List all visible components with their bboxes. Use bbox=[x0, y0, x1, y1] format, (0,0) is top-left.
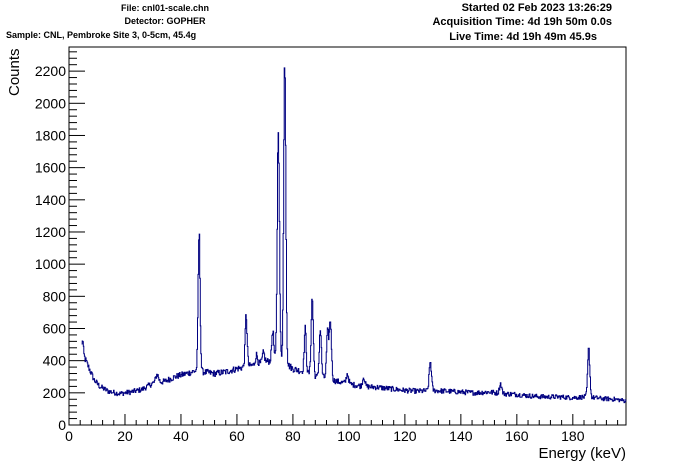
y-tick-label: 200 bbox=[43, 385, 67, 401]
x-tick-label: 80 bbox=[285, 428, 301, 444]
sample-label: Sample: CNL, Pembroke Site 3, 0-5cm, 45.… bbox=[6, 30, 197, 40]
y-tick-label: 2000 bbox=[35, 95, 66, 111]
plot-frame bbox=[68, 46, 627, 426]
y-tick-label: 1200 bbox=[35, 224, 66, 240]
acquisition-time-label: Acquisition Time: 4d 19h 50m 0.0s bbox=[432, 16, 612, 28]
y-tick-label: 400 bbox=[43, 353, 67, 369]
detector-label: Detector: GOPHER bbox=[124, 16, 206, 26]
spectrum-line bbox=[81, 67, 627, 404]
y-tick-label: 1000 bbox=[35, 256, 66, 272]
x-tick-label: 120 bbox=[393, 428, 417, 444]
y-tick-label: 1600 bbox=[35, 160, 66, 176]
tick-labels: 0 20 40 60 80 100 120 140 160 1800200400600800100… bbox=[35, 63, 585, 444]
x-tick-label: 180 bbox=[561, 428, 585, 444]
x-tick-label: 140 bbox=[449, 428, 473, 444]
start-time-label: Started 02 Feb 2023 13:26:29 bbox=[461, 2, 612, 14]
y-tick-label: 0 bbox=[58, 417, 66, 433]
x-tick-label: 0 bbox=[65, 428, 73, 444]
y-tick-label: 2200 bbox=[35, 63, 66, 79]
y-tick-label: 1800 bbox=[35, 127, 66, 143]
axis-ticks bbox=[68, 51, 619, 426]
file-label: File: cnl01-scale.chn bbox=[120, 3, 210, 13]
live-time-label: Live Time: 4d 19h 49m 45.9s bbox=[449, 31, 597, 43]
y-tick-label: 800 bbox=[43, 288, 67, 304]
x-tick-label: 160 bbox=[505, 428, 529, 444]
x-tick-label: 100 bbox=[337, 428, 361, 444]
x-tick-label: 40 bbox=[173, 428, 189, 444]
x-axis-title: Energy (keV) bbox=[538, 445, 626, 462]
y-tick-label: 600 bbox=[43, 320, 67, 336]
y-tick-label: 1400 bbox=[35, 192, 66, 208]
x-tick-label: 20 bbox=[117, 428, 133, 444]
x-tick-label: 60 bbox=[229, 428, 245, 444]
y-axis-title: Counts bbox=[6, 48, 23, 96]
